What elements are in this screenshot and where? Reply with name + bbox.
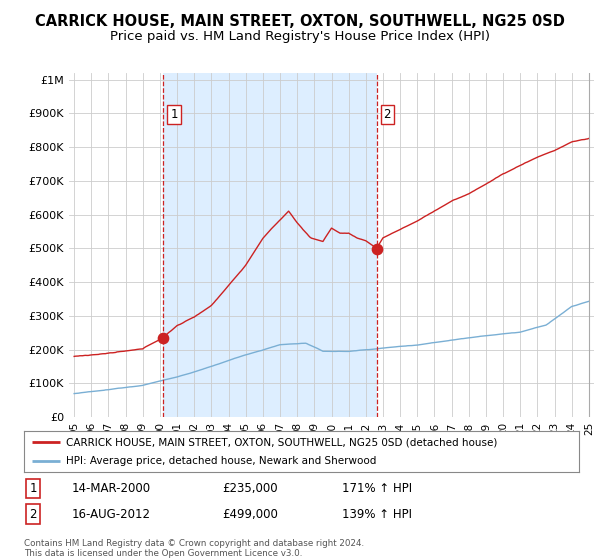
Text: Price paid vs. HM Land Registry's House Price Index (HPI): Price paid vs. HM Land Registry's House …	[110, 30, 490, 43]
Text: £235,000: £235,000	[222, 482, 278, 495]
Text: This data is licensed under the Open Government Licence v3.0.: This data is licensed under the Open Gov…	[24, 549, 302, 558]
Text: 2: 2	[383, 108, 391, 120]
Text: 16-AUG-2012: 16-AUG-2012	[72, 507, 151, 521]
Text: Contains HM Land Registry data © Crown copyright and database right 2024.: Contains HM Land Registry data © Crown c…	[24, 539, 364, 548]
Text: 1: 1	[29, 482, 37, 495]
Text: HPI: Average price, detached house, Newark and Sherwood: HPI: Average price, detached house, Newa…	[65, 456, 376, 465]
Text: 139% ↑ HPI: 139% ↑ HPI	[342, 507, 412, 521]
Text: 2: 2	[29, 507, 37, 521]
Text: CARRICK HOUSE, MAIN STREET, OXTON, SOUTHWELL, NG25 0SD (detached house): CARRICK HOUSE, MAIN STREET, OXTON, SOUTH…	[65, 437, 497, 447]
Text: CARRICK HOUSE, MAIN STREET, OXTON, SOUTHWELL, NG25 0SD: CARRICK HOUSE, MAIN STREET, OXTON, SOUTH…	[35, 14, 565, 29]
Text: £499,000: £499,000	[222, 507, 278, 521]
Text: 14-MAR-2000: 14-MAR-2000	[72, 482, 151, 495]
Bar	[163, 73, 377, 417]
Text: 1: 1	[170, 108, 178, 120]
Point	[372, 244, 382, 253]
Text: 171% ↑ HPI: 171% ↑ HPI	[342, 482, 412, 495]
Point	[158, 333, 168, 342]
